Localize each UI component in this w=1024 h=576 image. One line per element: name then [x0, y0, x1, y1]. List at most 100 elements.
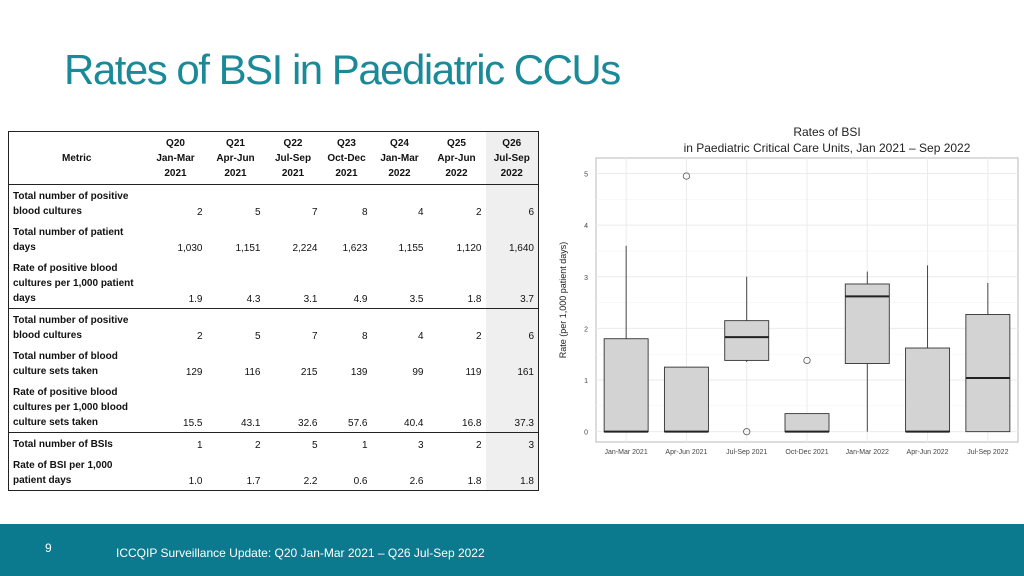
outlier-point — [682, 172, 691, 180]
table-row: Rate of BSI per 1,000 patient days 1.0 1.7 2… — [9, 454, 539, 491]
table-cell: 215 — [300, 367, 318, 378]
column-header-q: Q26 — [502, 137, 522, 149]
table-cell: 2 — [196, 207, 203, 218]
table-cell: 8 — [321, 308, 372, 345]
table-cell: 4.3 — [246, 294, 261, 305]
metric-label-line: Total number of BSIs — [13, 439, 113, 450]
table-cell: 5 — [264, 432, 322, 454]
table-cell: 3.5 — [409, 294, 424, 305]
box — [663, 366, 709, 433]
table-cell: 4 — [417, 207, 424, 218]
metric-label-line: Rate of positive blood — [13, 387, 118, 398]
page-number: 9 — [45, 541, 52, 555]
outlier-point — [743, 428, 751, 436]
box — [724, 320, 770, 361]
table-row: Total number of positive blood cultures 2 5… — [8, 308, 539, 345]
box — [603, 338, 649, 433]
outlier-point — [803, 356, 811, 365]
x-tick-label: Jan-Mar 2021 — [605, 449, 648, 456]
metric-label: Total number of patient days — [9, 221, 145, 257]
column-header-year: 2021 — [281, 167, 305, 179]
table-cell: 6 — [485, 308, 539, 345]
metric-label-line: blood cultures — [13, 206, 82, 217]
table-cell: 139 — [350, 367, 368, 378]
metric-label-line: cultures per 1,000 patient — [13, 278, 134, 289]
metric-label: Rate of BSI per 1,000 patient days — [9, 454, 145, 491]
metric-label-line: culture sets taken — [13, 366, 99, 377]
table-cell: 2.2 — [303, 476, 318, 487]
column-header-q: Q20 — [166, 137, 185, 149]
metric-header: Metric — [8, 131, 145, 185]
table-cell: 1.9 — [188, 294, 203, 305]
column-header-period: Oct-Dec — [327, 152, 366, 164]
column-header-q: Q24 — [390, 137, 409, 149]
footer-text: ICCQIP Surveillance Update: Q20 Jan-Mar … — [116, 546, 485, 560]
column-header: Q25 Apr-Jun 2022 — [427, 131, 486, 185]
box — [905, 347, 951, 433]
chart-title: Rates of BSI — [793, 125, 860, 139]
metric-label: Rate of positive blood cultures per 1,000… — [9, 381, 145, 433]
metric-label-line: Rate of positive blood — [13, 263, 118, 274]
table-cell: 2,224 — [292, 243, 318, 254]
metric-label-line: cultures per 1,000 blood — [13, 402, 129, 413]
table-cell: 99 — [412, 367, 424, 378]
column-header-year: 2022 — [388, 167, 411, 179]
table-cell: 40.4 — [404, 418, 424, 429]
x-tick-label: Jul-Sep 2021 — [726, 449, 767, 456]
table-cell: 2.6 — [409, 476, 424, 487]
table-cell: 1.8 — [467, 294, 482, 305]
table-cell: 1,640 — [485, 221, 539, 257]
column-header-q: Q25 — [447, 137, 466, 149]
y-tick-label: 1 — [584, 378, 588, 385]
x-tick-label: Jan-Mar 2022 — [846, 449, 889, 456]
column-header: Q22 Jul-Sep 2021 — [264, 131, 322, 185]
column-header: Q24 Jan-Mar 2022 — [371, 131, 428, 185]
column-header: Q23 Oct-Dec 2021 — [321, 131, 372, 185]
table-cell: 2 — [206, 432, 265, 454]
y-tick-label: 3 — [584, 275, 588, 282]
table-cell: 15.5 — [183, 418, 203, 429]
table-cell: 1,120 — [456, 243, 482, 254]
metric-label-line: patient days — [13, 475, 72, 486]
column-header-period: Jul-Sep — [274, 152, 312, 164]
y-tick-label: 5 — [584, 171, 588, 178]
metric-label-line: Total number of positive — [13, 191, 129, 202]
table-cell: 32.6 — [298, 418, 318, 429]
column-header-year: 2021 — [335, 167, 358, 179]
metric-label-line: days — [13, 293, 36, 304]
column-header: Q21 Apr-Jun 2021 — [206, 131, 265, 185]
column-header-year: 2022 — [445, 167, 468, 179]
metric-label-line: Total number of positive — [13, 315, 129, 326]
table-cell: 1.8 — [467, 476, 482, 487]
table-cell: 37.3 — [485, 381, 539, 433]
table-cell: 119 — [465, 367, 482, 378]
chart-subtitle: in Paediatric Critical Care Units, Jan 2… — [684, 141, 971, 155]
column-header-q: Q22 — [283, 137, 303, 149]
table-cell: 1 — [321, 432, 372, 454]
y-tick-label: 0 — [584, 430, 588, 437]
table-cell: 161 — [485, 345, 539, 381]
y-tick-label: 4 — [584, 223, 588, 230]
metric-label-line: days — [13, 242, 36, 253]
column-header: Q20 Jan-Mar 2021 — [144, 131, 207, 185]
table-cell: 2 — [144, 308, 207, 345]
metric-label: Total number of positive blood cultures — [8, 308, 145, 345]
table-cell: 1 — [144, 432, 207, 454]
table-cell: 57.6 — [348, 418, 368, 429]
table-cell: 1,623 — [342, 243, 368, 254]
column-header-period: Apr-Jun — [216, 152, 255, 164]
table-cell: 129 — [185, 367, 203, 378]
column-header-period: Jul-Sep — [493, 152, 530, 164]
table-cell: 3.7 — [485, 257, 539, 309]
table-cell: 1,155 — [398, 243, 424, 254]
x-tick-label: Oct-Dec 2021 — [785, 449, 828, 456]
table-cell: 8 — [361, 207, 368, 218]
y-axis-label: Rate (per 1,000 patient days) — [558, 242, 568, 359]
table-cell: 1.0 — [188, 476, 203, 487]
metric-label: Rate of positive blood cultures per 1,000… — [9, 257, 145, 309]
table-cell: 2 — [427, 432, 486, 454]
metric-label-line: Total number of patient — [13, 227, 124, 238]
column-header-q: Q21 — [226, 137, 245, 149]
table-cell: 116 — [244, 367, 261, 378]
metric-label: Total number of blood culture sets taken — [9, 345, 145, 381]
